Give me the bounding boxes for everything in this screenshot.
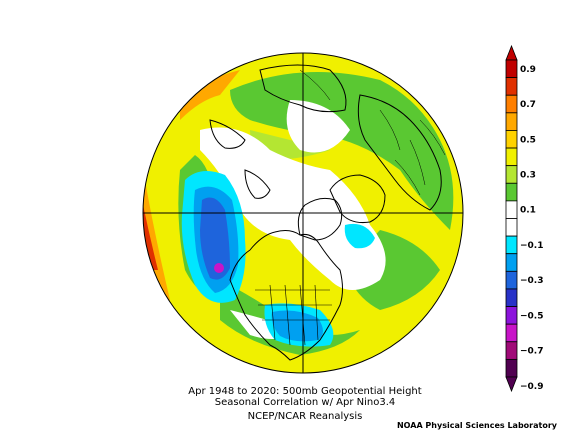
field-blue-na: [271, 310, 323, 342]
colorbar-band: [505, 323, 518, 343]
caption-line-3: NCEP/NCAR Reanalysis: [247, 411, 363, 422]
colorbar-tick-label: 0.7: [520, 100, 536, 110]
colorbar-tick-label: 0.3: [520, 170, 536, 180]
colorbar-tick-label: −0.3: [520, 276, 543, 286]
field-orange-northwest: [180, 70, 240, 120]
colorbar-band: [505, 288, 518, 307]
colorbar-band: [505, 358, 518, 378]
colorbar-band: [505, 341, 518, 360]
field-white-center: [200, 127, 386, 290]
colorbar-band: [505, 147, 518, 167]
caption-line-1: Apr 1948 to 2020: 500mb Geopotential Hei…: [188, 386, 422, 397]
credit-label: NOAA Physical Sciences Laboratory: [396, 421, 557, 430]
colorbar-tick-label: 0.9: [520, 65, 536, 75]
colorbar-band: [505, 59, 518, 79]
colorbar-band: [505, 182, 518, 202]
colorbar-tick-label: −0.7: [520, 347, 543, 357]
colorbar-arrow-top: [505, 44, 518, 61]
field-cyan-atlantic: [344, 223, 375, 249]
colorbar-band: [505, 77, 518, 96]
colorbar-arrow-bottom: [505, 376, 518, 393]
colorbar-tick-label: −0.1: [520, 241, 543, 251]
field-magenta-pacific: [214, 263, 224, 273]
coastlines: [209, 64, 442, 361]
colorbar-band: [505, 253, 518, 272]
colorbar-band: [505, 94, 518, 114]
colorbar-band: [505, 200, 518, 219]
map-outline: [142, 52, 464, 374]
colorbar-tick-label: 0.1: [520, 206, 536, 216]
colorbar-tick-label: −0.9: [520, 382, 543, 392]
colorbar-band: [505, 235, 518, 255]
colorbar-band: [505, 112, 518, 131]
caption-line-2: Seasonal Correlation w/ Apr Nino3.4: [214, 397, 396, 408]
field-darkblue-pacific: [200, 197, 230, 280]
colorbar-band: [505, 218, 518, 237]
colorbar-band: [505, 270, 518, 290]
colorbar-tick-label: 0.5: [520, 135, 536, 145]
colorbar: 0.9 0.7 0.5 0.3 0.1 −0.1 −0.3 −0.5 −0.7 −0.9: [505, 44, 543, 393]
colorbar-band: [505, 306, 518, 325]
colorbar-band: [505, 130, 518, 149]
colorbar-band: [505, 165, 518, 184]
colorbar-tick-label: −0.5: [520, 311, 543, 321]
field-green-north: [230, 72, 454, 230]
